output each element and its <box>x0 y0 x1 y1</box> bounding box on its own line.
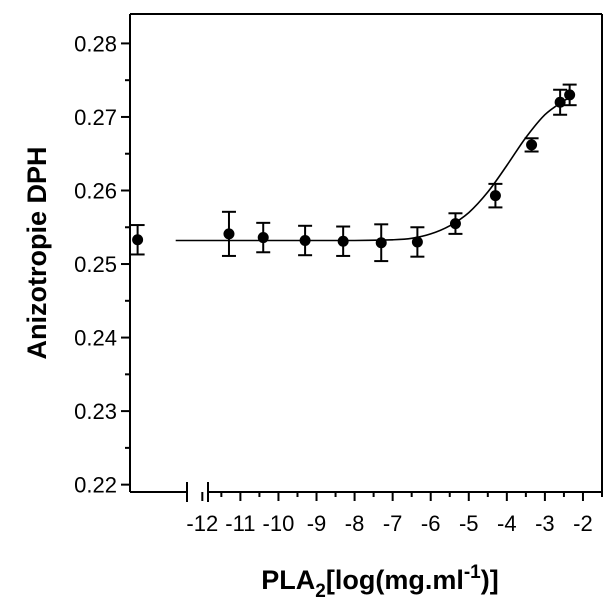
y-tick-label: 0.22 <box>74 473 117 498</box>
data-point <box>257 232 269 244</box>
x-tick-label: -4 <box>497 511 517 536</box>
fit-curve <box>175 97 570 242</box>
x-tick-label: -12 <box>186 511 218 536</box>
x-axis-title: PLA2[log(mg.ml-1)] <box>261 562 498 602</box>
x-axis-title-main: PLA <box>261 565 315 595</box>
x-tick-label: -8 <box>345 511 365 536</box>
x-axis-title-part: [log(mg.ml <box>326 565 464 595</box>
y-tick-label: 0.23 <box>74 399 117 424</box>
y-tick-label: 0.28 <box>74 31 117 56</box>
y-axis-title: Anizotropie DPH <box>22 147 52 360</box>
data-point <box>564 89 576 101</box>
data-point <box>526 139 538 151</box>
y-tick-label: 0.27 <box>74 105 117 130</box>
x-tick-label: -11 <box>225 511 255 536</box>
data-point <box>449 218 461 230</box>
data-point <box>337 235 349 247</box>
fit-curve-layer <box>175 97 570 242</box>
x-tick-label: -2 <box>573 511 593 536</box>
data-point <box>299 234 311 246</box>
y-tick-label: 0.26 <box>74 178 117 203</box>
x-axis-title-subscript: 2 <box>315 581 326 602</box>
data-point <box>489 190 501 202</box>
x-tick-label: -7 <box>383 511 403 536</box>
x-tick-label: -6 <box>421 511 441 536</box>
y-tick-label: 0.24 <box>74 326 117 351</box>
data-points-layer <box>130 83 577 263</box>
x-tick-label: -9 <box>307 511 327 536</box>
x-tick-label: -5 <box>459 511 479 536</box>
y-axis-ticks: 0.22 0.23 0.24 0.25 0.26 0.27 0.28 <box>74 31 130 498</box>
x-axis-title-superscript: -1 <box>464 562 481 583</box>
x-tick-label: -10 <box>263 511 295 536</box>
data-point <box>411 236 423 248</box>
x-tick-label: -3 <box>535 511 555 536</box>
y-tick-label: 0.25 <box>74 252 117 277</box>
data-point <box>223 228 235 240</box>
plot-frame <box>129 13 603 502</box>
x-axis-title-end: )] <box>481 565 499 595</box>
x-axis-ticks: -12 -11 -10 -9 -8 -7 -6 -5 -4 -3 -2 <box>186 492 603 536</box>
data-point <box>375 237 387 249</box>
data-point <box>132 234 144 246</box>
